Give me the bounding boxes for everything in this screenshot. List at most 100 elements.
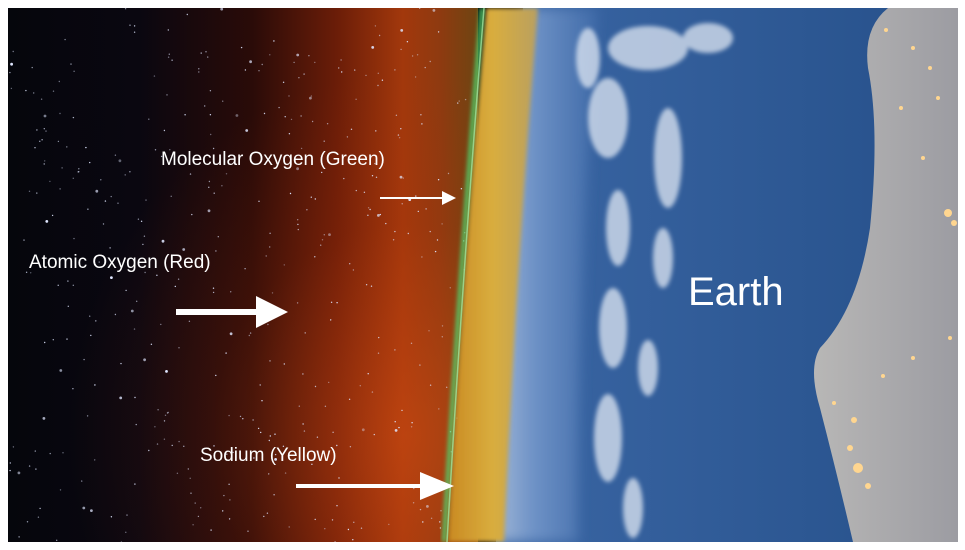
star — [268, 473, 270, 475]
star — [288, 133, 291, 135]
star — [189, 477, 191, 479]
star — [90, 509, 93, 512]
star — [438, 408, 440, 410]
star — [309, 96, 312, 100]
star — [42, 417, 46, 420]
star — [165, 370, 168, 373]
star — [398, 426, 400, 429]
star — [367, 373, 369, 375]
star — [67, 280, 69, 282]
star — [167, 411, 169, 414]
star — [36, 192, 38, 194]
star — [232, 451, 234, 454]
star — [401, 203, 403, 205]
star — [167, 29, 169, 31]
star — [377, 84, 379, 87]
star — [258, 70, 260, 72]
star — [52, 90, 55, 92]
clouds — [576, 23, 733, 538]
star — [310, 95, 313, 97]
star — [410, 426, 413, 428]
star — [228, 518, 231, 520]
star — [134, 483, 136, 485]
star — [417, 210, 419, 213]
star — [282, 445, 285, 447]
star — [441, 223, 443, 225]
arrow-right-icon — [176, 296, 288, 328]
star — [252, 419, 254, 421]
star — [169, 149, 171, 151]
star — [72, 116, 75, 119]
star — [33, 92, 35, 94]
star — [377, 72, 379, 75]
star — [398, 137, 401, 139]
star — [273, 494, 275, 496]
star — [412, 502, 415, 504]
star — [394, 69, 396, 71]
star — [338, 67, 340, 69]
star — [49, 452, 51, 455]
star — [288, 526, 290, 528]
star — [124, 174, 126, 176]
star — [290, 118, 293, 121]
star — [460, 188, 463, 190]
star — [36, 129, 38, 131]
star — [379, 213, 381, 216]
star — [59, 188, 61, 190]
star — [400, 48, 402, 51]
star — [401, 409, 403, 412]
star — [205, 51, 207, 53]
star — [332, 431, 334, 433]
star — [156, 274, 158, 276]
star — [341, 71, 343, 73]
star — [72, 284, 75, 286]
star — [303, 73, 305, 75]
star — [9, 462, 11, 464]
star — [206, 153, 208, 156]
star — [213, 192, 215, 194]
star — [64, 38, 66, 41]
sodium-label: Sodium (Yellow) — [200, 445, 337, 466]
star — [407, 232, 409, 235]
star — [320, 244, 322, 246]
star — [375, 130, 377, 132]
star — [363, 191, 366, 193]
star — [340, 59, 342, 61]
star — [114, 154, 117, 156]
star — [95, 189, 99, 193]
star — [381, 79, 384, 81]
star — [421, 123, 423, 125]
star — [278, 106, 280, 109]
star — [326, 123, 329, 125]
star — [110, 195, 112, 198]
star — [177, 278, 180, 280]
star — [331, 519, 334, 521]
star — [352, 269, 355, 271]
star — [239, 415, 242, 418]
star — [328, 233, 331, 237]
star — [133, 25, 136, 27]
star — [228, 483, 230, 485]
star — [221, 185, 223, 187]
star — [336, 302, 338, 304]
star — [34, 450, 36, 452]
star — [420, 114, 422, 116]
star — [140, 220, 143, 222]
star — [304, 332, 306, 334]
star — [212, 287, 215, 289]
star — [220, 8, 224, 11]
star — [120, 541, 123, 542]
star — [258, 200, 260, 202]
star — [399, 175, 403, 179]
atomic-oxygen-label: Atomic Oxygen (Red) — [29, 252, 211, 273]
star — [395, 114, 398, 117]
star — [62, 452, 64, 454]
star — [9, 71, 11, 74]
star — [271, 292, 274, 294]
star — [414, 76, 417, 78]
star — [176, 472, 179, 474]
stars — [9, 8, 467, 542]
star — [209, 90, 212, 92]
star — [371, 391, 374, 393]
star — [314, 385, 317, 388]
